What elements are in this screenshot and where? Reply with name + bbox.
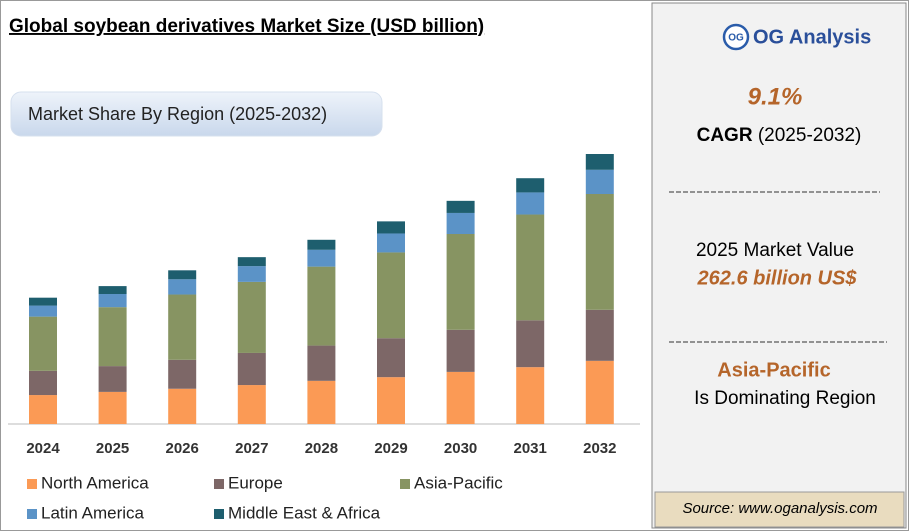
bar-segment [585, 360, 614, 424]
side-panel [651, 2, 907, 529]
x-tick-label: 2029 [374, 440, 407, 457]
bar-segment [377, 221, 405, 234]
bar-segment [585, 194, 614, 310]
bar-segment [168, 270, 197, 280]
bar-segment [307, 380, 336, 424]
legend-label: Asia-Pacific [414, 473, 503, 492]
bar-segment [446, 371, 475, 424]
bar-segment [237, 257, 266, 267]
x-tick-label: 2025 [96, 440, 129, 457]
bar-segment [377, 338, 405, 378]
cagr-value: 9.1% [748, 83, 803, 110]
legend-label: Europe [228, 473, 283, 492]
x-tick-label: 2032 [583, 440, 616, 457]
x-tick-label: 2024 [26, 440, 60, 457]
bar-segment [29, 395, 57, 424]
bar-segment [446, 200, 475, 213]
bar-segment [168, 279, 197, 295]
bar-segment [585, 169, 614, 194]
bar-segment [29, 370, 57, 396]
region: Asia-Pacific [717, 359, 830, 381]
bar-segment [98, 294, 127, 308]
bar-segment [98, 286, 127, 294]
legend-label: North America [41, 473, 149, 492]
bar-segment [237, 352, 266, 386]
bar-segment [29, 297, 57, 306]
bar-segment [585, 154, 614, 170]
bar-segment [516, 178, 545, 193]
bar-segment [446, 212, 475, 234]
bar-segment [516, 192, 545, 215]
bar-segment [168, 388, 197, 424]
bar-segment [516, 320, 545, 368]
region-note: Is Dominating Region [694, 388, 876, 409]
legend-label: Middle East & Africa [228, 503, 381, 522]
bar-segment [377, 252, 405, 339]
bar-segment [98, 307, 127, 367]
x-tick-label: 2028 [305, 440, 338, 457]
bar-segment [446, 329, 475, 372]
logo-mark: OG [728, 33, 744, 44]
bar-segment [516, 367, 545, 424]
bar-segment [237, 385, 266, 424]
bar-segment [168, 294, 197, 360]
bar-segment [516, 214, 545, 321]
logo-icon [722, 23, 750, 51]
bar-segment [168, 359, 197, 389]
bar-segment [98, 391, 127, 424]
bar-segment [29, 316, 57, 371]
cagr-period: (2025-2032) [758, 125, 862, 146]
bar-segment [307, 239, 336, 250]
logo-text: OG Analysis [753, 26, 871, 48]
market-value-label: 2025 Market Value [696, 240, 854, 261]
chart-title: Global soybean derivatives Market Size (… [9, 16, 484, 37]
legend-label: Latin America [41, 503, 145, 522]
x-tick-label: 2030 [444, 440, 477, 457]
source: Source: www.oganalysis.com [682, 500, 877, 517]
subtitle-pill [10, 91, 383, 137]
bar-segment [307, 345, 336, 381]
chart-subtitle: Market Share By Region (2025-2032) [28, 104, 327, 124]
bar-segment [446, 234, 475, 330]
bar-segment [98, 366, 127, 392]
cagr-line: CAGR (2025-2032) [697, 125, 862, 146]
legend-swatch [214, 479, 224, 489]
bar-segment [237, 281, 266, 353]
market-value: 262.6 billion US$ [697, 267, 858, 289]
cagr-label: CAGR [697, 125, 753, 146]
bar-segment [307, 266, 336, 346]
bar-segment [29, 305, 57, 317]
bar-segment [585, 309, 614, 361]
source-box [654, 491, 905, 528]
bar-segment [307, 249, 336, 267]
bar-segment [237, 266, 266, 282]
x-tick-label: 2031 [514, 440, 547, 457]
bar-segment [377, 233, 405, 253]
legend-swatch [27, 479, 37, 489]
bar-segment [377, 377, 405, 424]
x-tick-label: 2027 [235, 440, 268, 457]
legend-swatch [27, 509, 37, 519]
legend-swatch [400, 479, 410, 489]
legend-swatch [214, 509, 224, 519]
x-tick-label: 2026 [166, 440, 199, 457]
